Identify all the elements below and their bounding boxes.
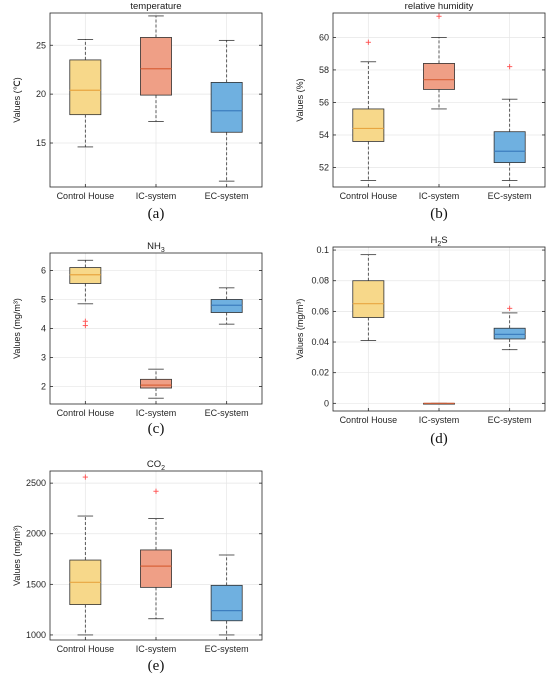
chart-panel-b: 52 54 56 58 60 Control House IC-system EC-syste… [295, 1, 546, 222]
box-ic-system [140, 488, 172, 620]
iqr-box [352, 280, 385, 318]
iqr-box [69, 59, 102, 116]
x-tick-label: IC-system [136, 408, 177, 418]
panel-caption: (a) [148, 206, 165, 222]
x-tick-label: Control House [57, 191, 115, 201]
y-tick-label: 0.1 [316, 245, 329, 255]
y-tick-label: 5 [41, 294, 46, 304]
y-tick-label: 0.08 [311, 276, 329, 286]
chart-title: H2S [430, 235, 447, 248]
outlier-marker [507, 64, 513, 70]
x-tick-label: Control House [340, 191, 398, 201]
box-ic-system [140, 15, 172, 122]
iqr-box [140, 549, 172, 588]
outlier-marker [507, 305, 513, 311]
y-axis-label: Values (mg/m³) [12, 298, 22, 359]
chart-panel-a: 15 20 25 Control House IC-system EC-system tem… [12, 1, 263, 222]
box-ic-system [140, 368, 172, 399]
box-control-house [69, 259, 102, 329]
x-tick-label: IC-system [419, 415, 460, 425]
y-tick-label: 52 [319, 162, 329, 172]
box-ec-system [493, 305, 526, 351]
iqr-box [140, 378, 172, 389]
iqr-box [210, 82, 243, 133]
y-tick-label: 0.02 [311, 368, 329, 378]
box-control-house [352, 39, 385, 181]
y-tick-label: 20 [36, 89, 46, 99]
outlier-marker [365, 39, 371, 45]
y-tick-label: 3 [41, 353, 46, 363]
iqr-box [423, 63, 455, 90]
y-tick-label: 6 [41, 265, 46, 275]
y-tick-label: 0 [324, 398, 329, 408]
y-tick-label: 1500 [26, 579, 46, 589]
iqr-box [210, 299, 243, 313]
y-tick-label: 54 [319, 130, 329, 140]
y-tick-label: 2500 [26, 478, 46, 488]
y-tick-label: 60 [319, 32, 329, 42]
x-tick-label: EC-system [205, 191, 249, 201]
iqr-box [140, 37, 172, 96]
y-tick-label: 0.06 [311, 306, 329, 316]
outlier-marker [82, 318, 88, 324]
box-control-house [69, 474, 102, 636]
y-tick-label: 2 [41, 382, 46, 392]
iqr-box [210, 584, 243, 622]
box-ec-system [210, 554, 243, 636]
iqr-box [493, 131, 526, 164]
panel-caption: (c) [148, 421, 165, 437]
chart-panel-c: 2 3 4 5 6 Control House IC-system EC-system NH3 V… [12, 241, 263, 437]
y-axis-label: Values (mg/m³) [12, 525, 22, 586]
box-control-house [352, 254, 385, 341]
chart-title: temperature [130, 1, 181, 12]
chart-title: CO2 [147, 459, 165, 472]
outlier-marker [82, 474, 88, 480]
box-ic-system [423, 402, 455, 405]
y-tick-label: 0.04 [311, 337, 329, 347]
box-ec-system [210, 39, 243, 182]
box-control-house [69, 38, 102, 148]
panel-caption: (d) [430, 431, 448, 447]
y-tick-label: 25 [36, 40, 46, 50]
iqr-box [493, 327, 526, 340]
x-tick-label: Control House [340, 415, 398, 425]
iqr-box [69, 267, 102, 284]
y-tick-label: 1000 [26, 630, 46, 640]
box-ec-system [210, 287, 243, 325]
box-ic-system [423, 13, 455, 110]
x-tick-label: IC-system [419, 191, 460, 201]
y-tick-label: 4 [41, 324, 46, 334]
box-ec-system [493, 64, 526, 181]
panel-caption: (e) [148, 658, 165, 674]
panel-caption: (b) [430, 206, 448, 222]
outlier-marker [82, 322, 88, 329]
y-tick-label: 56 [319, 97, 329, 107]
y-tick-label: 15 [36, 138, 46, 148]
iqr-box [352, 108, 385, 142]
y-tick-label: 2000 [26, 529, 46, 539]
x-tick-label: Control House [57, 644, 115, 654]
y-axis-label: Values (mg/m³) [295, 299, 305, 360]
outlier-marker [436, 13, 442, 19]
chart-title: relative humidity [405, 1, 474, 12]
y-axis-label: Values (℃) [12, 77, 22, 122]
x-tick-label: EC-system [488, 415, 532, 425]
x-tick-label: IC-system [136, 191, 177, 201]
chart-panel-d: 0 0.02 0.04 0.06 0.08 0.1 Control House IC-syst… [295, 235, 546, 447]
x-tick-label: Control House [57, 408, 115, 418]
x-tick-label: EC-system [205, 644, 249, 654]
y-axis-label: Values (%) [295, 78, 305, 121]
x-tick-label: EC-system [488, 191, 532, 201]
y-tick-label: 58 [319, 65, 329, 75]
chart-title: NH3 [147, 241, 165, 254]
outlier-marker [153, 488, 159, 494]
chart-panel-e: 1000 1500 2000 2500 Control House IC-system EC… [12, 459, 263, 674]
x-tick-label: EC-system [205, 408, 249, 418]
x-tick-label: IC-system [136, 644, 177, 654]
